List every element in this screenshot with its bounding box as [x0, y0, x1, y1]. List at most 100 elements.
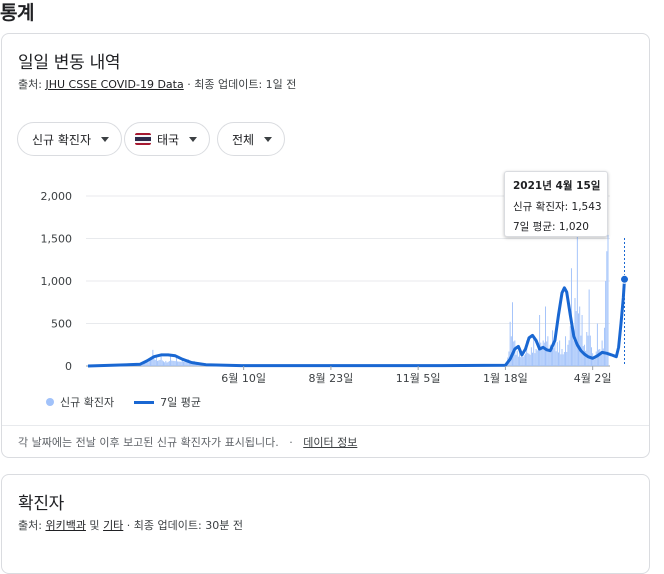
case-bar — [553, 348, 554, 366]
case-bar — [589, 290, 590, 367]
case-bar — [562, 349, 563, 366]
case-bar — [551, 350, 552, 366]
case-bar — [517, 351, 518, 366]
country-dropdown[interactable]: 태국 — [124, 122, 210, 156]
card-divider — [2, 425, 649, 426]
metric-dropdown-label: 신규 확진자 — [32, 131, 91, 148]
chevron-down-icon — [189, 137, 197, 142]
case-bar — [168, 362, 169, 366]
chevron-down-icon — [101, 137, 109, 142]
case-bar — [158, 360, 159, 366]
case-bar — [150, 360, 151, 366]
case-bar — [590, 336, 591, 366]
case-bar — [599, 349, 600, 366]
case-bar — [154, 359, 155, 366]
case-bar — [180, 362, 181, 366]
metric-dropdown[interactable]: 신규 확진자 — [17, 122, 122, 156]
case-bar — [575, 298, 576, 366]
card-title: 확진자 — [18, 489, 64, 514]
case-bar — [184, 362, 185, 366]
case-bar — [167, 362, 168, 366]
case-bar — [583, 346, 584, 366]
case-bar — [563, 354, 564, 366]
thailand-flag-icon — [135, 133, 151, 145]
source-link-jhu[interactable]: JHU CSSE COVID-19 Data — [45, 78, 183, 91]
case-bar — [586, 332, 587, 366]
case-bar — [165, 361, 166, 366]
case-bar — [169, 361, 170, 366]
case-bar — [604, 328, 605, 366]
case-bar — [546, 341, 547, 366]
case-bar — [608, 235, 609, 366]
case-bar — [174, 361, 175, 366]
case-bar — [564, 352, 565, 366]
case-bar — [170, 356, 171, 366]
case-bar — [532, 353, 533, 366]
x-tick-label: 1월 18일 — [483, 371, 528, 385]
legend-bar-swatch — [46, 398, 54, 406]
chart-tooltip: 2021년 4월 15일 신규 확진자: 1,543 7일 평균: 1,020 — [504, 171, 608, 237]
card-source: 출처: JHU CSSE COVID-19 Data · 최종 업데이트: 1일… — [18, 76, 296, 92]
case-bar — [527, 353, 528, 366]
case-bar — [567, 345, 568, 366]
case-bar — [175, 361, 176, 366]
y-tick-label: 500 — [51, 318, 72, 331]
case-bar — [523, 357, 524, 366]
range-dropdown[interactable]: 전체 — [217, 122, 285, 156]
case-bar — [157, 361, 158, 366]
case-bar — [578, 313, 579, 366]
card-title: 일일 변동 내역 — [18, 48, 120, 73]
country-dropdown-label: 태국 — [157, 131, 179, 148]
case-bar — [598, 350, 599, 366]
case-bar — [520, 357, 521, 366]
case-bar — [600, 354, 601, 366]
case-bar — [146, 363, 147, 366]
update-time: · 최종 업데이트: 1일 전 — [184, 78, 297, 91]
case-bar — [162, 360, 163, 366]
page-title: 통계 — [0, 0, 34, 25]
case-bar — [534, 353, 535, 366]
y-tick-label: 1,000 — [41, 275, 73, 288]
case-bar — [525, 354, 526, 366]
case-bar — [511, 336, 512, 366]
case-bar — [537, 350, 538, 366]
case-bar — [565, 336, 566, 366]
case-bar — [541, 347, 542, 366]
y-tick-label: 0 — [65, 360, 72, 373]
case-bar — [566, 352, 567, 366]
source-link-wikipedia[interactable]: 위키백과 — [45, 519, 85, 532]
case-bar — [518, 357, 519, 366]
case-bar — [539, 315, 540, 366]
case-bar — [171, 361, 172, 366]
y-tick-label: 2,000 — [41, 190, 73, 203]
case-bar — [529, 354, 530, 366]
case-bar — [549, 352, 550, 366]
case-bar — [524, 355, 525, 366]
case-bar — [514, 341, 515, 367]
case-bar — [176, 358, 177, 367]
data-info-link[interactable]: 데이터 정보 — [303, 436, 357, 449]
source-prefix: 출처: — [18, 78, 45, 91]
case-bar — [556, 351, 557, 366]
case-bar — [579, 307, 580, 367]
legend-line-label: 7일 평균 — [160, 394, 201, 410]
case-bar — [587, 336, 588, 366]
case-bar — [606, 251, 607, 366]
case-bar — [596, 352, 597, 366]
case-bar — [159, 360, 160, 366]
case-bar — [573, 341, 574, 367]
case-bar — [155, 360, 156, 366]
case-bar — [557, 342, 558, 366]
tooltip-average: 7일 평균: 1,020 — [513, 219, 599, 234]
case-bar — [531, 347, 532, 366]
case-bar — [181, 362, 182, 366]
source-link-other[interactable]: 기타 — [103, 519, 123, 532]
case-bar — [163, 361, 164, 366]
case-bar — [593, 360, 594, 366]
case-bar — [533, 336, 534, 366]
case-bar — [516, 355, 517, 366]
case-bar — [172, 361, 173, 366]
confirmed-cases-card: 확진자 출처: 위키백과 및 기타 · 최종 업데이트: 30분 전 — [1, 474, 650, 574]
chevron-down-icon — [264, 137, 272, 142]
legend-line-swatch — [134, 401, 154, 404]
